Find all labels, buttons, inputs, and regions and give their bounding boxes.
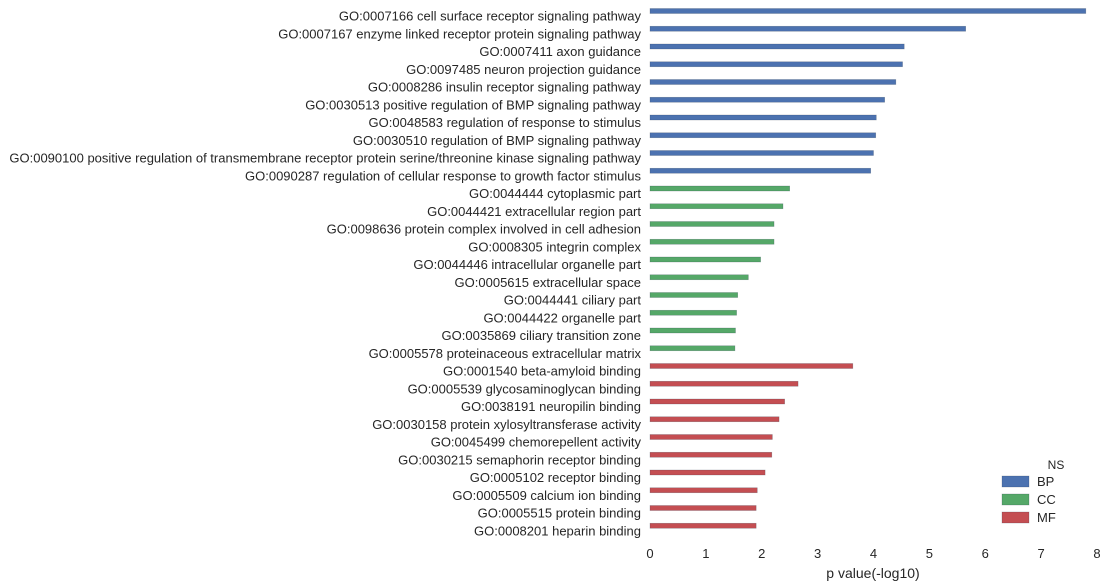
category-label: GO:0045499 chemorepellent activity (431, 435, 642, 450)
bar-cc (649, 327, 736, 334)
category-labels: GO:0007166 cell surface receptor signali… (9, 9, 641, 539)
bar-cc (649, 309, 737, 316)
category-label: GO:0005102 receptor binding (470, 470, 641, 485)
bar-mf (649, 416, 780, 423)
bar-bp (649, 61, 903, 68)
category-label: GO:0007167 enzyme linked receptor protei… (278, 26, 641, 41)
category-label: GO:0008286 insulin receptor signaling pa… (368, 80, 642, 95)
bar-cc (649, 238, 775, 245)
category-label: GO:0090287 regulation of cellular respon… (245, 168, 641, 183)
legend-swatch-bp (1001, 475, 1030, 488)
bar-cc (649, 185, 790, 192)
category-label: GO:0090100 positive regulation of transm… (9, 151, 641, 166)
bar-bp (649, 114, 877, 121)
category-label: GO:0044446 intracellular organelle part (413, 257, 641, 272)
bar-mf (649, 487, 758, 494)
category-label: GO:0007411 axon guidance (479, 44, 641, 59)
bar-bp (649, 25, 966, 32)
x-axis-title: p value(-log10) (826, 565, 919, 581)
x-tick-label: 8 (1093, 546, 1100, 561)
bar-bp (649, 132, 877, 139)
bar-mf (649, 398, 785, 405)
category-label: GO:0030510 regulation of BMP signaling p… (353, 133, 642, 148)
bar-bp (649, 96, 885, 103)
bars-layer (649, 8, 1087, 529)
bar-cc (649, 345, 736, 352)
category-label: GO:0008305 integrin complex (468, 239, 641, 254)
bar-cc (649, 221, 775, 227)
category-label: GO:0005539 glycosaminoglycan binding (408, 381, 641, 396)
legend-title: NS (1048, 458, 1065, 472)
legend-label-mf: MF (1037, 510, 1056, 525)
x-tick-label: 7 (1038, 546, 1045, 561)
category-label: GO:0005615 extracellular space (455, 275, 641, 290)
legend-swatch-mf (1001, 511, 1030, 524)
category-label: GO:0044421 extracellular region part (427, 204, 641, 219)
x-tick-label: 3 (814, 546, 821, 561)
bar-mf (649, 469, 766, 476)
category-label: GO:0007166 cell surface receptor signali… (339, 9, 642, 24)
bar-cc (649, 292, 739, 298)
bar-mf (649, 363, 854, 369)
category-label: GO:0044422 organelle part (483, 310, 641, 325)
category-label: GO:0038191 neuropilin binding (461, 399, 641, 414)
category-label: GO:0030215 semaphorin receptor binding (398, 452, 641, 467)
category-label: GO:0044444 cytoplasmic part (469, 186, 641, 201)
bar-bp (649, 8, 1087, 14)
x-tick-label: 5 (926, 546, 933, 561)
category-label: GO:0048583 regulation of response to sti… (369, 115, 642, 130)
category-label: GO:0097485 neuron projection guidance (406, 62, 641, 77)
category-label: GO:0001540 beta-amyloid binding (443, 364, 641, 379)
category-label: GO:0044441 ciliary part (504, 293, 642, 308)
x-axis-ticks: 0 1 2 3 4 5 6 7 8 (646, 546, 1100, 561)
legend-label-cc: CC (1037, 492, 1056, 507)
bar-mf (649, 451, 773, 458)
bar-cc (649, 256, 761, 263)
x-tick-label: 1 (702, 546, 709, 561)
bar-mf (649, 434, 773, 440)
legend-label-bp: BP (1037, 474, 1054, 489)
x-tick-label: 0 (646, 546, 653, 561)
bar-mf (649, 380, 799, 387)
category-label: GO:0098636 protein complex involved in c… (327, 222, 641, 237)
category-label: GO:0030513 positive regulation of BMP si… (305, 97, 641, 112)
bar-mf (649, 522, 757, 529)
x-tick-label: 4 (870, 546, 877, 561)
legend-swatch-cc (1001, 493, 1030, 506)
bar-bp (649, 79, 897, 85)
category-label: GO:0005578 proteinaceous extracellular m… (369, 346, 642, 361)
bar-cc (649, 203, 784, 210)
bar-bp (649, 43, 905, 50)
x-tick-label: 6 (982, 546, 989, 561)
bar-bp (649, 150, 874, 156)
bar-mf (649, 505, 757, 511)
category-label: GO:0030158 protein xylosyltransferase ac… (372, 417, 641, 432)
category-label: GO:0005515 protein binding (478, 506, 641, 521)
category-label: GO:0035869 ciliary transition zone (442, 328, 641, 343)
x-tick-label: 2 (758, 546, 765, 561)
bar-bp (649, 167, 872, 174)
category-label: GO:0008201 heparin binding (474, 523, 641, 538)
bar-cc (649, 274, 749, 281)
category-label: GO:0005509 calcium ion binding (452, 488, 641, 503)
legend: NS BP CC MF (1001, 458, 1065, 525)
